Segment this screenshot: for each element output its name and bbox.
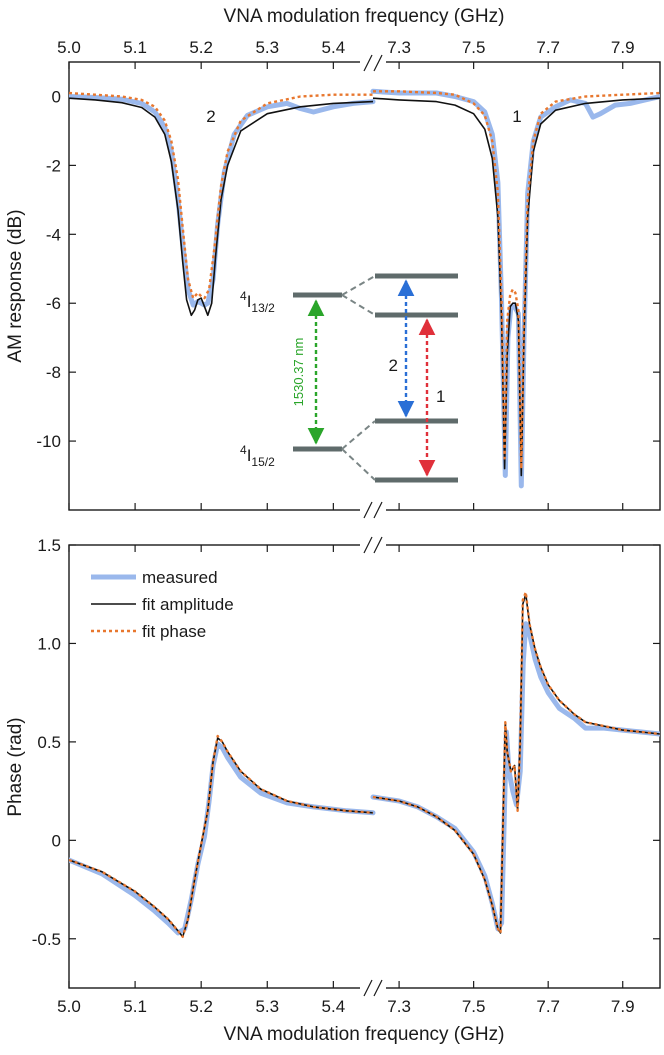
y-tick-label: -8 xyxy=(46,363,61,382)
y-tick-label: 0 xyxy=(52,831,61,850)
phase-panel: 5.0 5.1 5.2 5.3 5.4 7.3 7.5 7.7 7.9 1.5 1.0 0.5 0 -0… xyxy=(5,536,661,1045)
y-tick-label: -4 xyxy=(46,225,61,244)
connector-upper xyxy=(341,275,376,316)
wavelength-label: 1530.37 nm xyxy=(291,338,306,407)
bottom-panel-top-x-ticks xyxy=(68,545,624,552)
lower-level-label: 4I15/2 xyxy=(240,443,275,469)
amplitude-panel: 5.0 5.1 5.2 5.3 5.4 7.3 7.5 7.7 7.9 0 -2 -4 -6 -8 -10… xyxy=(5,6,661,519)
y-tick-label: 0.5 xyxy=(37,733,61,752)
series-fit-phase xyxy=(373,90,660,470)
x-tick-label-top: 5.2 xyxy=(189,38,213,57)
series-fit-amplitude xyxy=(372,97,660,477)
x-tick-label-top: 7.7 xyxy=(536,38,560,57)
phase-series xyxy=(69,591,660,938)
x-tick-label-bottom: 5.4 xyxy=(322,997,346,1016)
x-tick-label-bottom: 5.0 xyxy=(57,997,81,1016)
transition-1-label: 1 xyxy=(436,387,445,406)
series-fit-amplitude xyxy=(69,737,374,938)
bottom-x-axis-title: VNA modulation frequency (GHz) xyxy=(224,1024,505,1045)
axis-break-top-upper xyxy=(360,54,386,70)
y-tick-label: 0 xyxy=(52,87,61,106)
amplitude-y-ticks: 0 -2 -4 -6 -8 -10 xyxy=(36,87,660,451)
top-x-axis-title: VNA modulation frequency (GHz) xyxy=(224,6,505,27)
y-tick-label: 1.0 xyxy=(37,634,61,653)
phase-y-axis-title: Phase (rad) xyxy=(5,717,26,816)
phase-y-ticks: 1.5 1.0 0.5 0 -0.5 xyxy=(32,536,660,949)
energy-level-inset: 4I13/2 4I15/2 1530.37 nm 2 1 xyxy=(240,273,458,483)
x-tick-label-bottom: 7.7 xyxy=(536,997,560,1016)
x-tick-label-top: 5.3 xyxy=(255,38,279,57)
x-tick-label-bottom: 5.3 xyxy=(255,997,279,1016)
y-tick-label: -0.5 xyxy=(32,930,61,949)
series-fit-amplitude xyxy=(69,97,374,317)
amplitude-panel-frame xyxy=(68,61,661,511)
x-tick-label-bottom: 5.2 xyxy=(189,997,213,1016)
amplitude-y-axis-title: AM response (dB) xyxy=(5,209,26,362)
x-tick-label-bottom: 7.9 xyxy=(611,997,635,1016)
legend-fit-amplitude-label: fit amplitude xyxy=(142,595,234,614)
y-tick-label: -10 xyxy=(36,432,61,451)
legend-measured-label: measured xyxy=(142,568,218,587)
x-tick-label-bottom: 7.3 xyxy=(387,997,411,1016)
x-tick-label-bottom: 5.1 xyxy=(123,997,147,1016)
x-tick-label-top: 5.0 xyxy=(57,38,81,57)
amplitude-series xyxy=(69,88,660,489)
x-tick-label-bottom: 7.5 xyxy=(462,997,486,1016)
x-tick-label-top: 7.3 xyxy=(387,38,411,57)
axis-break-bottom-lower xyxy=(360,980,386,996)
upper-level-label: 4I13/2 xyxy=(240,289,275,315)
top-panel-top-x-ticks: 5.0 5.1 5.2 5.3 5.4 7.3 7.5 7.7 7.9 xyxy=(57,38,635,69)
peak-label-1: 1 xyxy=(512,107,521,126)
top-panel-bottom-x-ticks xyxy=(68,503,624,510)
y-tick-label: 1.5 xyxy=(37,536,61,555)
x-tick-label-top: 5.1 xyxy=(123,38,147,57)
legend: measured fit amplitude fit phase xyxy=(91,568,234,641)
series-fit-phase xyxy=(69,734,374,938)
y-tick-label: -6 xyxy=(46,294,61,313)
x-tick-label-top: 5.4 xyxy=(322,38,346,57)
series-fit-phase xyxy=(69,91,373,300)
series-measured xyxy=(69,741,376,936)
x-tick-label-top: 7.5 xyxy=(462,38,486,57)
peak-label-2: 2 xyxy=(206,107,215,126)
bottom-panel-bottom-x-ticks: 5.0 5.1 5.2 5.3 5.4 7.3 7.5 7.7 7.9 xyxy=(57,981,635,1016)
legend-fit-phase-label: fit phase xyxy=(142,622,206,641)
connector-lower xyxy=(341,420,376,481)
axis-break-top-lower xyxy=(360,502,386,518)
axis-break-bottom-upper xyxy=(360,537,386,553)
series-measured xyxy=(370,88,660,489)
x-tick-label-top: 7.9 xyxy=(611,38,635,57)
y-tick-label: -2 xyxy=(46,156,61,175)
series-fit-phase xyxy=(372,591,660,935)
series-fit-amplitude xyxy=(372,593,660,934)
transition-2-label: 2 xyxy=(389,356,398,375)
